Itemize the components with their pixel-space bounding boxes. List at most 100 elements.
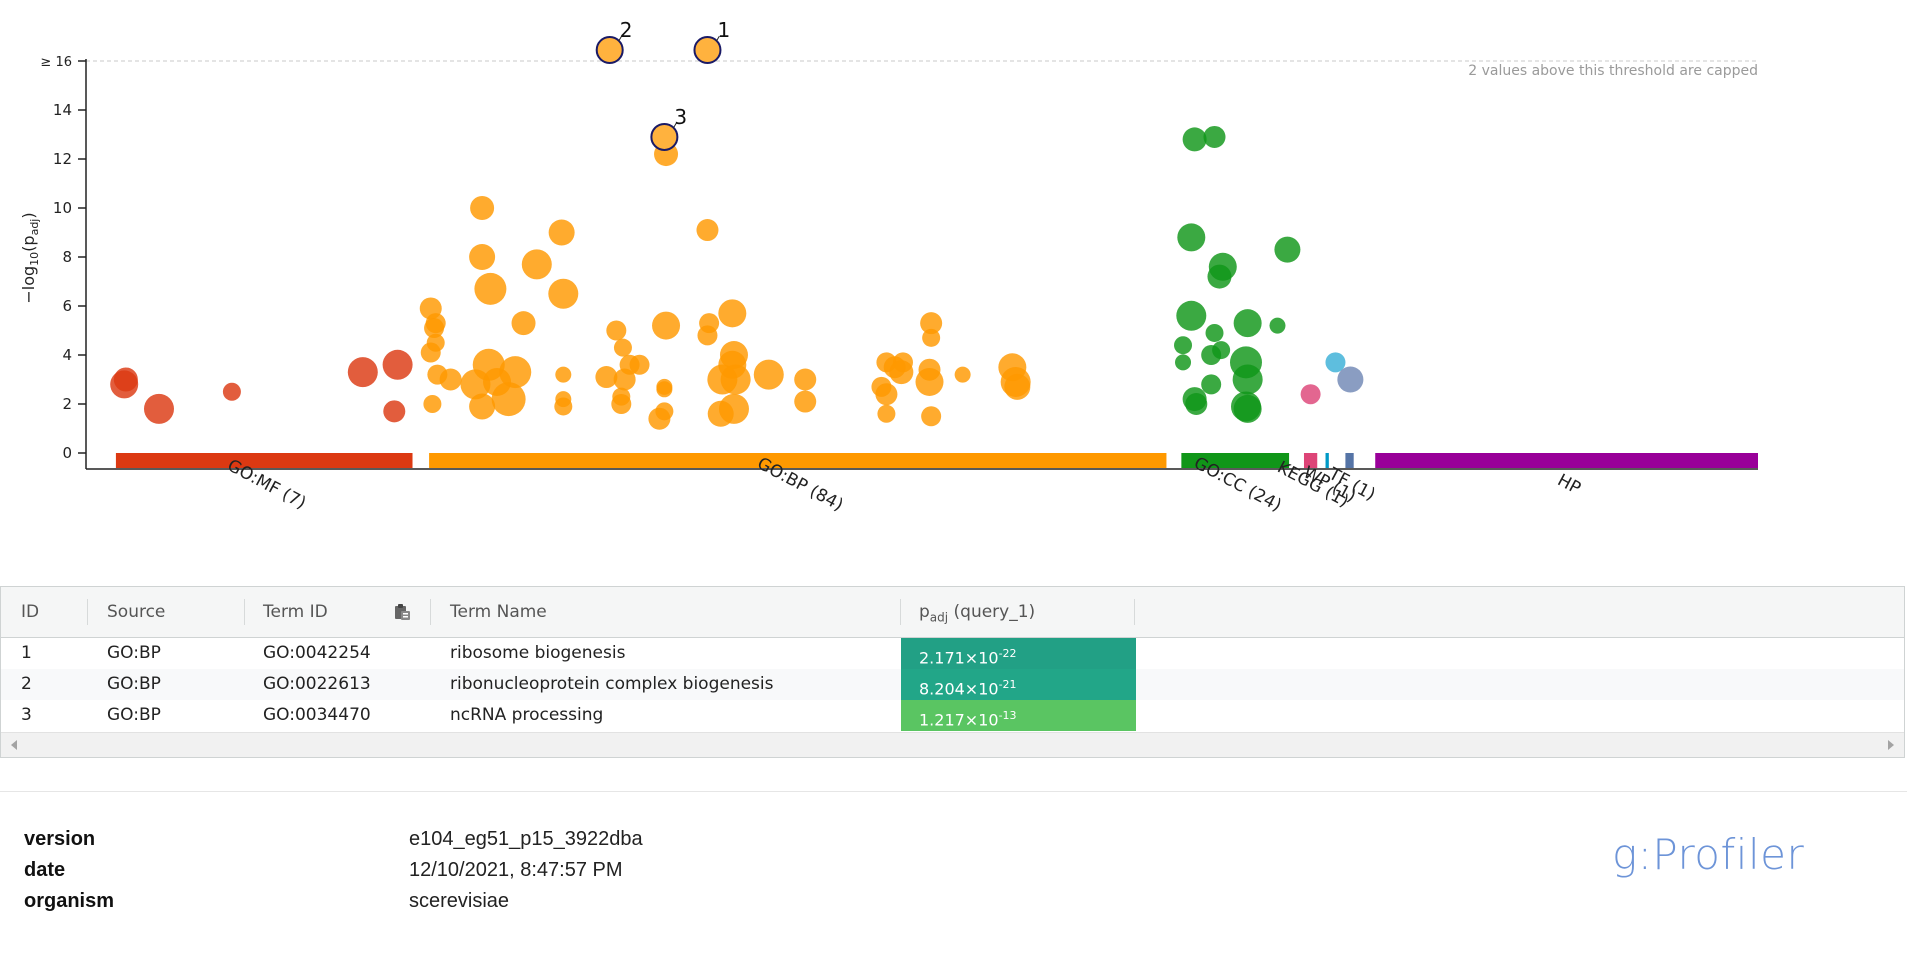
y-tick-label: 0 bbox=[62, 444, 72, 462]
scroll-left-icon[interactable] bbox=[11, 740, 17, 750]
data-point bbox=[921, 406, 942, 427]
padj-exponent: -22 bbox=[998, 647, 1017, 660]
highlighted-point bbox=[693, 36, 722, 64]
data-point bbox=[655, 402, 674, 421]
column-divider[interactable] bbox=[87, 599, 88, 625]
data-point bbox=[1201, 374, 1222, 395]
col-header-term-id[interactable]: Term ID bbox=[263, 602, 328, 622]
data-point bbox=[718, 393, 749, 424]
point-label: 3 bbox=[674, 105, 687, 129]
date-value: 12/10/2021, 8:47:57 PM bbox=[409, 859, 623, 881]
table-row[interactable]: 1 GO:BP GO:0042254 ribosome biogenesis 2… bbox=[1, 638, 1904, 669]
source-bar bbox=[1303, 453, 1318, 468]
y-axis-label-part: −log bbox=[19, 266, 38, 304]
data-point bbox=[954, 366, 971, 383]
table-row[interactable]: 2 GO:BP GO:0022613 ribonucleoprotein com… bbox=[1, 669, 1904, 700]
data-point bbox=[1177, 223, 1206, 252]
col-header-id[interactable]: ID bbox=[21, 602, 40, 622]
version-value: e104_eg51_p15_3922dba bbox=[409, 828, 643, 850]
data-point bbox=[697, 325, 718, 346]
column-divider[interactable] bbox=[900, 599, 901, 625]
data-point bbox=[611, 394, 632, 414]
data-point bbox=[1185, 393, 1208, 415]
row-source: GO:BP bbox=[107, 705, 161, 725]
data-point bbox=[521, 249, 552, 280]
row-term-name: ribosome biogenesis bbox=[450, 643, 626, 663]
table-row[interactable]: 3 GO:BP GO:0034470 ncRNA processing 1.21… bbox=[1, 700, 1904, 731]
data-point bbox=[606, 320, 627, 341]
padj-mantissa: 8.204×10 bbox=[919, 679, 999, 699]
data-point bbox=[382, 349, 413, 380]
y-axis-label: −log10(padj) bbox=[19, 212, 41, 303]
data-point bbox=[499, 356, 532, 389]
data-point bbox=[915, 367, 944, 396]
y-tick-label: 6 bbox=[62, 297, 72, 315]
data-point bbox=[1176, 300, 1207, 331]
threshold-note: 2 values above this threshold are capped bbox=[1468, 63, 1758, 79]
padj-sub: adj bbox=[929, 610, 949, 625]
padj-mantissa: 1.217×10 bbox=[919, 710, 999, 730]
data-point bbox=[1205, 323, 1224, 342]
data-point bbox=[718, 299, 747, 328]
col-header-term-name[interactable]: Term Name bbox=[450, 602, 547, 622]
row-padj: 2.171×10-22 bbox=[901, 638, 1136, 669]
data-point bbox=[383, 400, 406, 423]
row-padj: 8.204×10-21 bbox=[901, 669, 1136, 700]
data-point bbox=[794, 368, 817, 391]
data-point bbox=[875, 383, 898, 406]
column-divider[interactable] bbox=[244, 599, 245, 625]
data-point bbox=[1182, 127, 1207, 152]
padj-mantissa: 2.171×10 bbox=[919, 648, 999, 668]
padj-exponent: -21 bbox=[998, 678, 1017, 691]
clipboard-icon[interactable] bbox=[393, 603, 411, 621]
data-point bbox=[548, 219, 575, 246]
data-point bbox=[1175, 354, 1192, 371]
data-point bbox=[1337, 366, 1364, 393]
data-point bbox=[920, 312, 943, 335]
data-point bbox=[629, 354, 650, 375]
y-axis-label-subscript: adj bbox=[28, 219, 41, 236]
row-term-id[interactable]: GO:0022613 bbox=[263, 674, 371, 694]
source-bar bbox=[1181, 453, 1290, 468]
data-point bbox=[1174, 336, 1193, 355]
y-axis-label-subscript: 10 bbox=[28, 252, 41, 266]
source-bar bbox=[429, 453, 1167, 468]
point-label: 1 bbox=[717, 18, 730, 42]
data-point bbox=[1274, 236, 1301, 263]
data-point bbox=[1233, 309, 1262, 338]
column-divider[interactable] bbox=[1134, 599, 1135, 625]
data-point bbox=[113, 367, 138, 392]
col-header-padj[interactable]: padj (query_1) bbox=[919, 587, 1035, 637]
data-point bbox=[143, 393, 174, 424]
data-point bbox=[1300, 384, 1321, 405]
manhattan-plot: 2 values above this threshold are capped… bbox=[19, 18, 1758, 516]
row-term-name: ribonucleoprotein complex biogenesis bbox=[450, 674, 774, 694]
source-bar bbox=[1375, 453, 1758, 468]
data-point bbox=[1233, 394, 1262, 423]
date-label: date bbox=[24, 859, 66, 881]
data-point bbox=[877, 404, 896, 423]
data-point bbox=[1212, 341, 1231, 360]
row-term-name: ncRNA processing bbox=[450, 705, 604, 725]
col-header-source[interactable]: Source bbox=[107, 602, 166, 622]
point-label-leader bbox=[716, 35, 720, 42]
table-header: ID Source Term ID Term Name padj (query_… bbox=[1, 587, 1904, 638]
data-point bbox=[222, 382, 241, 401]
row-term-id[interactable]: GO:0042254 bbox=[263, 643, 371, 663]
y-tick-label: 12 bbox=[53, 150, 72, 168]
column-divider[interactable] bbox=[430, 599, 431, 625]
source-bar bbox=[1325, 453, 1329, 468]
source-bar bbox=[1345, 453, 1354, 468]
gprofiler-logo[interactable]: g:Profiler bbox=[1612, 830, 1805, 879]
horizontal-scrollbar[interactable] bbox=[1, 732, 1904, 757]
row-term-id[interactable]: GO:0034470 bbox=[263, 705, 371, 725]
data-point bbox=[548, 278, 579, 309]
data-point bbox=[595, 366, 618, 389]
y-tick-label: ≥ 16 bbox=[40, 55, 72, 70]
row-id: 1 bbox=[21, 643, 32, 663]
data-point bbox=[1207, 264, 1232, 289]
padj-query: (query_1) bbox=[953, 602, 1036, 622]
y-tick-label: 2 bbox=[62, 395, 72, 413]
scroll-right-icon[interactable] bbox=[1888, 740, 1894, 750]
y-tick-label: 8 bbox=[62, 248, 72, 266]
